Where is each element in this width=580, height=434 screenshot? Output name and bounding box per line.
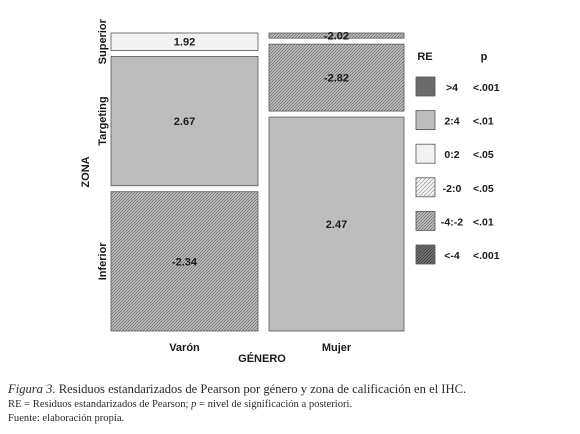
figure-label: Figura 3. bbox=[8, 382, 56, 396]
caption-notes-p: p bbox=[191, 399, 197, 410]
cell-mujer-targeting bbox=[268, 43, 405, 112]
legend-swatch bbox=[415, 76, 436, 97]
x-category-label: Varón bbox=[169, 342, 200, 354]
caption-notes: RE = Residuos estandarizados de Pearson;… bbox=[8, 398, 568, 412]
legend-range-label: 0:2 bbox=[444, 149, 459, 161]
x-axis-title: GÉNERO bbox=[238, 352, 286, 365]
legend-p-label: <.01 bbox=[473, 116, 494, 128]
legend-swatch bbox=[415, 210, 436, 231]
cell-mujer-superior bbox=[268, 32, 405, 39]
legend-p-label: <.001 bbox=[473, 82, 500, 94]
zone-label-inferior: Inferior bbox=[97, 242, 109, 281]
zone-label-targeting: Targeting bbox=[97, 96, 109, 145]
figure-caption: Figura 3. Residuos estandarizados de Pea… bbox=[8, 381, 568, 425]
legend-swatch bbox=[415, 177, 436, 198]
legend-range-label: >4 bbox=[446, 82, 458, 94]
cell-varon-inferior bbox=[110, 191, 259, 332]
cell-value-label: -2.82 bbox=[324, 73, 349, 85]
cell-value-label: -2.02 bbox=[324, 31, 349, 43]
legend-swatch bbox=[415, 143, 436, 164]
legend-swatch bbox=[415, 110, 436, 130]
cell-value-label: -2.34 bbox=[172, 256, 198, 268]
legend-p-label: <.05 bbox=[473, 149, 494, 161]
cell-value-label: 1.92 bbox=[174, 37, 195, 49]
legend-p-label: <.05 bbox=[473, 183, 494, 195]
cell-varon-targeting bbox=[110, 56, 259, 187]
legend-p-label: <.001 bbox=[473, 250, 500, 262]
cell-mujer-inferior bbox=[268, 116, 405, 332]
cell-varon-superior bbox=[110, 32, 259, 51]
caption-notes-a: RE = Residuos estandarizados de Pearson; bbox=[8, 399, 192, 410]
figure-text: Residuos estandarizados de Pearson por g… bbox=[58, 382, 467, 396]
mosaic-labels: 1.92 2.67 -2.34 -2.02 -2.82 2.47 Superior Targe… bbox=[80, 18, 352, 365]
legend-p-label: <.01 bbox=[473, 216, 494, 228]
legend-swatch bbox=[415, 244, 436, 265]
zone-label-superior: Superior bbox=[97, 18, 109, 64]
y-axis-title: ZONA bbox=[80, 156, 92, 187]
legend-range-label: -2:0 bbox=[443, 183, 462, 195]
legend-range-label: -4:-2 bbox=[441, 216, 463, 228]
legend-header-p: p bbox=[481, 51, 488, 63]
x-category-label: Mujer bbox=[322, 342, 352, 354]
cell-value-label: 2.67 bbox=[174, 116, 195, 128]
legend: RE p >4 <.001 2:4 <.01 0:2 <.05 -2:0 <.05 -4:-2 <.0… bbox=[415, 51, 500, 265]
mosaic-cells bbox=[110, 32, 405, 332]
legend-header-re: RE bbox=[417, 51, 432, 63]
caption-notes-b: = nivel de significación a posteriori. bbox=[196, 399, 353, 410]
caption-title: Figura 3. Residuos estandarizados de Pea… bbox=[8, 381, 568, 398]
cell-value-label: 2.47 bbox=[326, 219, 347, 231]
legend-range-label: 2:4 bbox=[444, 116, 459, 128]
legend-range-label: <-4 bbox=[444, 250, 460, 262]
caption-source: Fuente: elaboración propia. bbox=[8, 412, 125, 424]
